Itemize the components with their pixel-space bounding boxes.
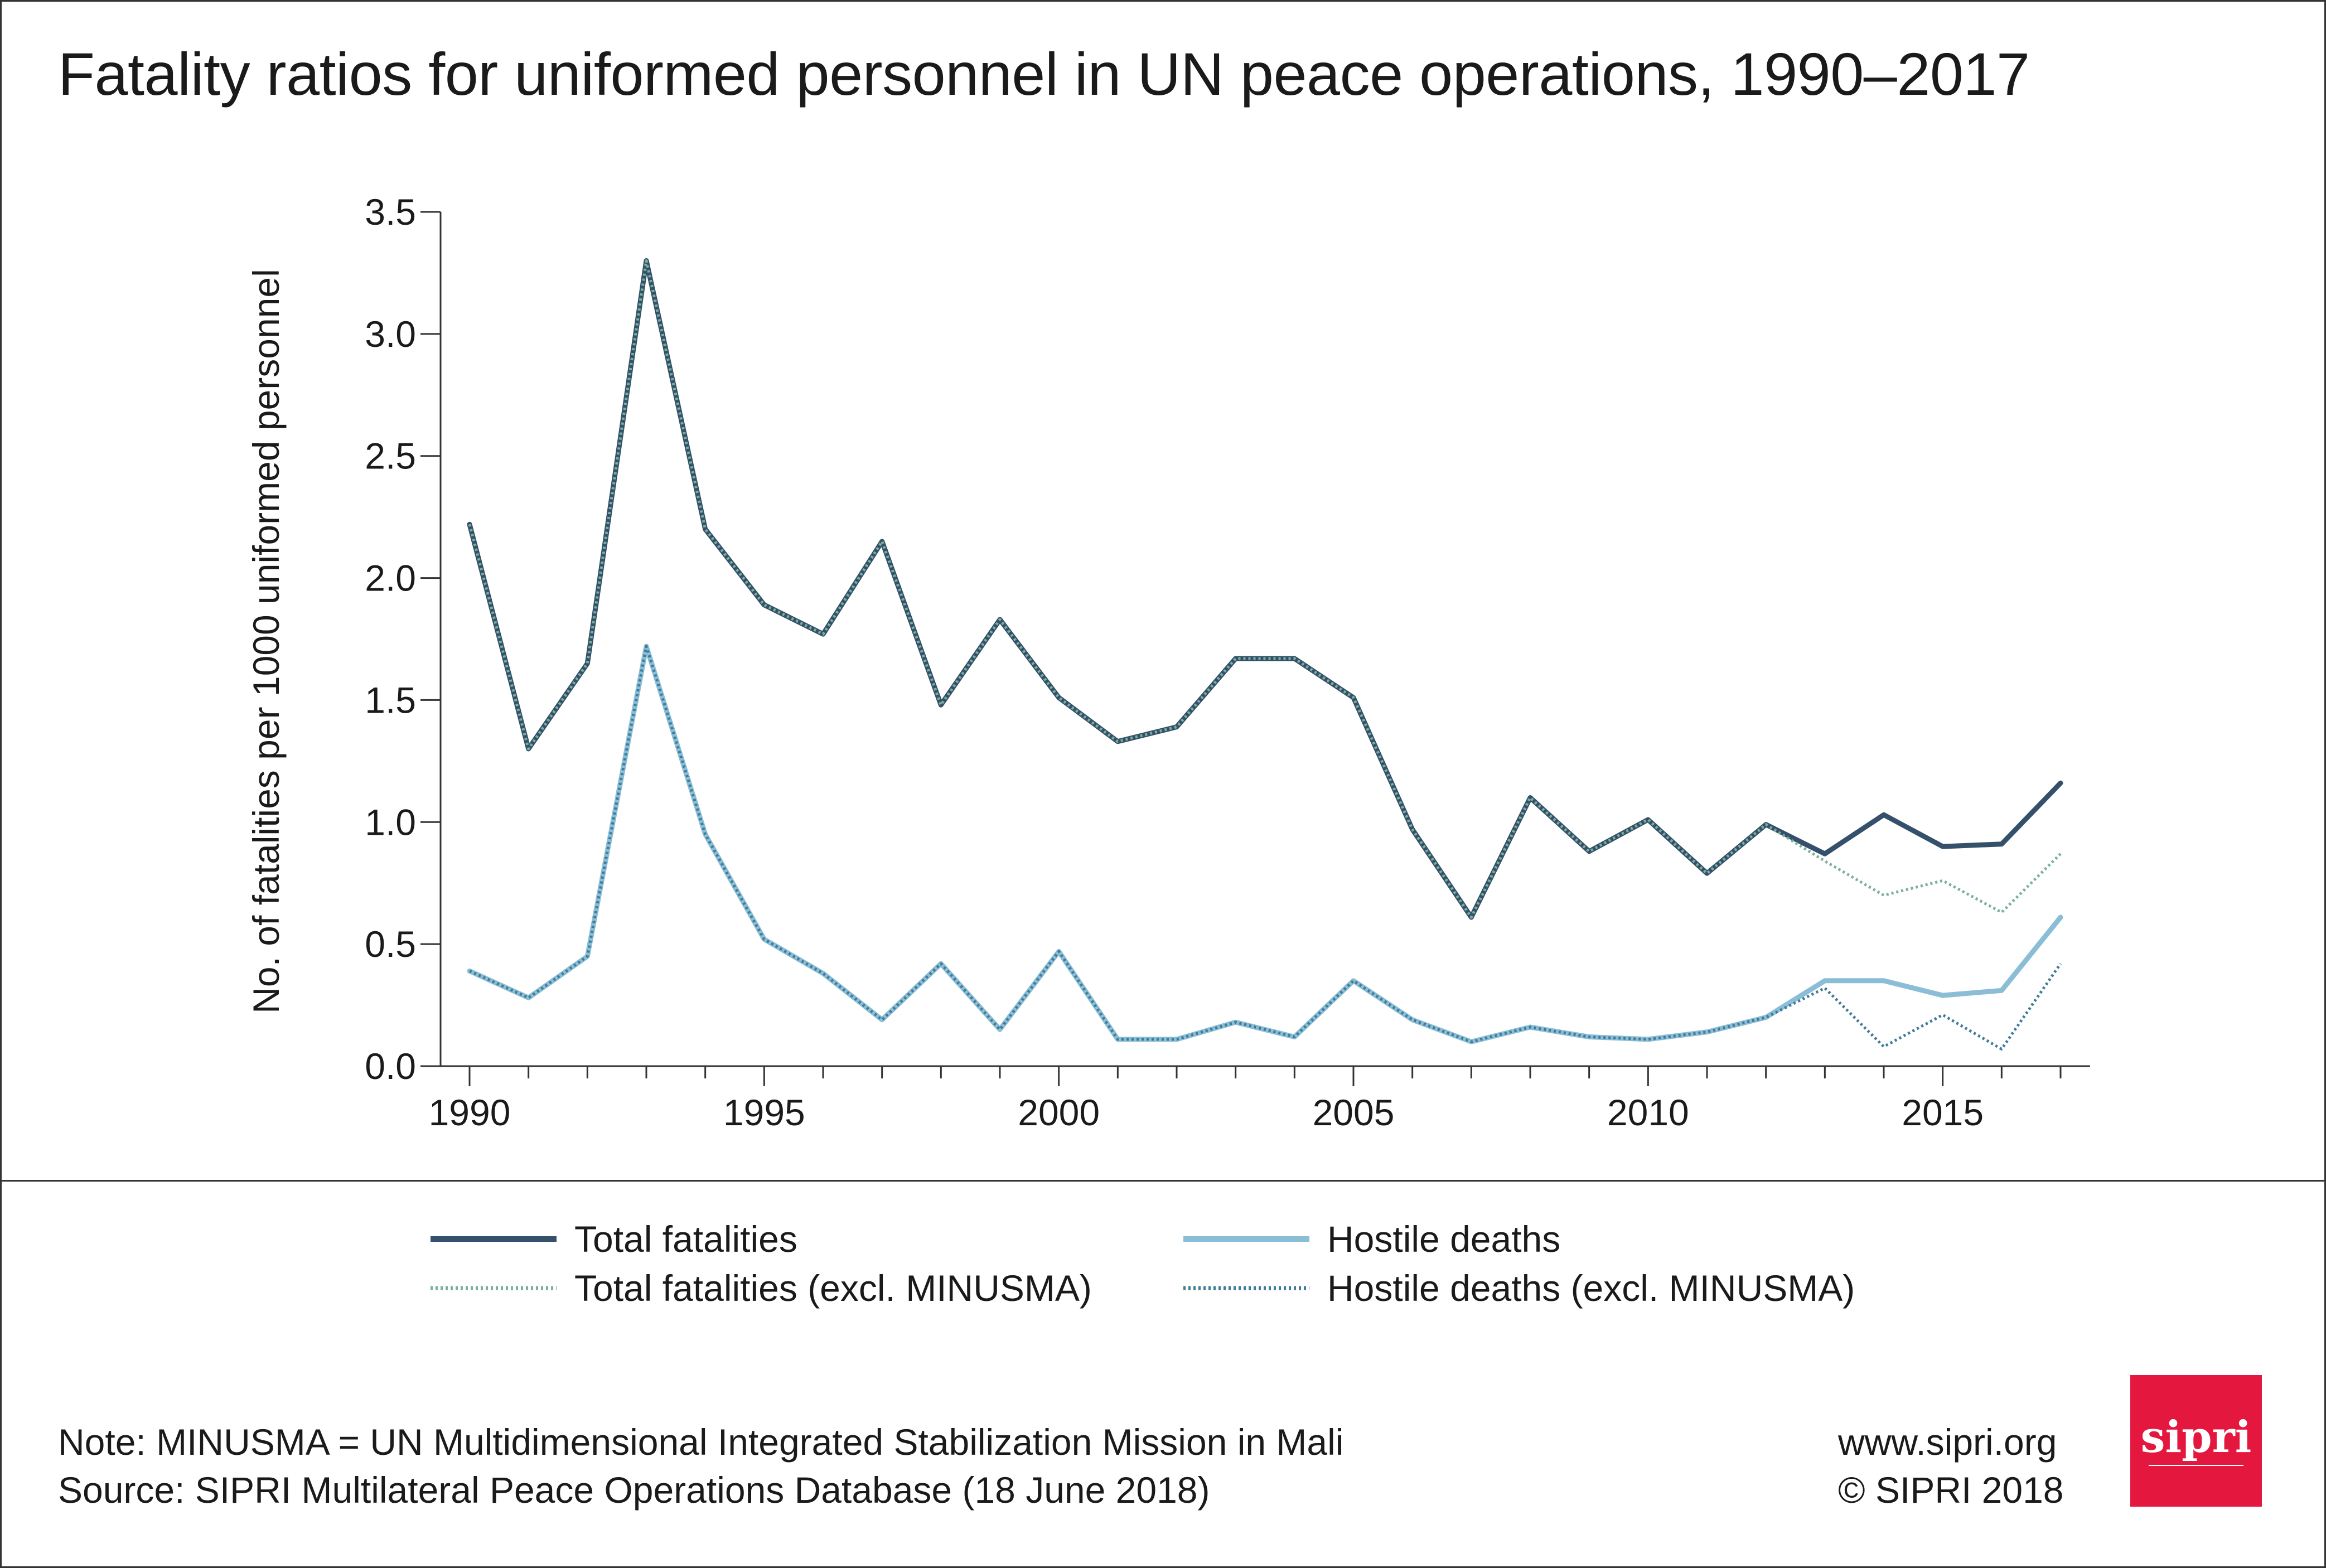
x-tick-label: 2015 bbox=[1902, 1092, 1984, 1133]
legend-label-total-fatalities-excl: Total fatalities (excl. MINUSMA) bbox=[574, 1267, 1092, 1309]
y-tick-label: 0.0 bbox=[365, 1046, 416, 1087]
y-axis-label: No. of fatalities per 1000 uniformed per… bbox=[245, 269, 287, 1013]
x-tick-label: 2010 bbox=[1607, 1092, 1689, 1133]
x-tick-label: 1990 bbox=[429, 1092, 511, 1133]
footer-note: Note: MINUSMA = UN Multidimensional Inte… bbox=[58, 1421, 1344, 1463]
legend-item-total-fatalities: Total fatalities bbox=[429, 1217, 797, 1261]
sipri-logo-text: sipri bbox=[2140, 1412, 2252, 1463]
y-tick-label: 0.5 bbox=[365, 923, 416, 965]
legend-swatch-hostile-deaths-excl bbox=[1183, 1286, 1309, 1290]
legend-label-total-fatalities: Total fatalities bbox=[574, 1218, 797, 1260]
axes: 0.0 0.5 1.0 1.5 2.0 2.5 3.0 3.5 1990 1995 2000 2005… bbox=[365, 191, 2090, 1133]
y-tick-label: 3.5 bbox=[365, 191, 416, 233]
sipri-logo: sipri bbox=[2130, 1375, 2262, 1507]
footer-copyright: © SIPRI 2018 bbox=[1838, 1469, 2064, 1511]
legend-label-hostile-deaths-excl: Hostile deaths (excl. MINUSMA) bbox=[1327, 1267, 1855, 1309]
y-tick-label: 2.0 bbox=[365, 558, 416, 599]
series-line-hostile-deaths-excl-minusma bbox=[468, 645, 2062, 1051]
y-tick-label: 1.5 bbox=[365, 679, 416, 720]
legend-swatch-total-fatalities-excl bbox=[431, 1286, 557, 1290]
x-tick-label: 2000 bbox=[1018, 1092, 1100, 1133]
x-tick-label: 1995 bbox=[723, 1092, 805, 1133]
legend-swatch-total-fatalities bbox=[431, 1236, 557, 1242]
legend-item-total-fatalities-excl: Total fatalities (excl. MINUSMA) bbox=[429, 1266, 1092, 1310]
series-line-total-fatalities bbox=[467, 258, 2063, 920]
series-line-total-fatalities-excl-minusma bbox=[468, 259, 2062, 919]
line-chart: 0.0 0.5 1.0 1.5 2.0 2.5 3.0 3.5 1990 1995 2000 2005… bbox=[245, 191, 2090, 1133]
sipri-logo-rule bbox=[2149, 1465, 2243, 1466]
y-tick-label: 3.0 bbox=[365, 313, 416, 355]
legend-item-hostile-deaths-excl: Hostile deaths (excl. MINUSMA) bbox=[1182, 1266, 1855, 1310]
y-tick-label: 2.5 bbox=[365, 435, 416, 477]
legend-divider bbox=[0, 1180, 2326, 1182]
series-line-hostile-deaths bbox=[467, 643, 2063, 1044]
legend-swatch-hostile-deaths bbox=[1183, 1236, 1309, 1242]
footer-source: Source: SIPRI Multilateral Peace Operati… bbox=[58, 1469, 1210, 1511]
series-lines bbox=[467, 258, 2063, 1051]
x-tick-label: 2005 bbox=[1313, 1092, 1395, 1133]
y-tick-label: 1.0 bbox=[365, 801, 416, 843]
footer-website-link[interactable]: www.sipri.org bbox=[1838, 1421, 2057, 1463]
legend-item-hostile-deaths: Hostile deaths bbox=[1182, 1217, 1560, 1261]
chart-title: Fatality ratios for uniformed personnel … bbox=[58, 40, 2030, 108]
legend-label-hostile-deaths: Hostile deaths bbox=[1327, 1218, 1561, 1260]
